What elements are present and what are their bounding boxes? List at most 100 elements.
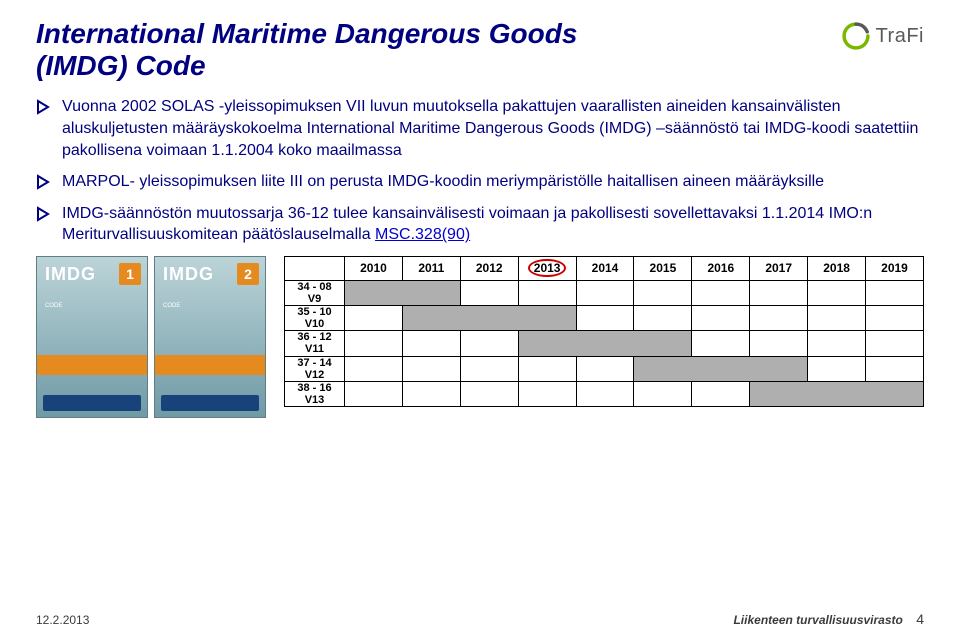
footer-date: 12.2.2013 <box>36 613 89 627</box>
timeline-empty-cell <box>460 381 518 406</box>
imdg-book-vol2: IMDG CODE 2 <box>154 256 266 418</box>
timeline-empty-cell <box>576 306 634 331</box>
timeline-row-label: 37 - 14V12 <box>285 356 345 381</box>
bullet-text: MARPOL- yleissopimuksen liite III on per… <box>62 171 824 193</box>
timeline-row: 34 - 08V9 <box>285 280 924 305</box>
timeline-empty-cell <box>576 356 634 381</box>
timeline-row: 36 - 12V11 <box>285 331 924 356</box>
timeline-empty-cell <box>692 331 750 356</box>
timeline-empty-cell <box>750 306 808 331</box>
timeline-empty-cell <box>866 280 924 305</box>
timeline-bar <box>402 306 576 331</box>
timeline-year-header: 2017 <box>750 256 808 280</box>
timeline-empty-cell <box>345 331 403 356</box>
timeline-row: 35 - 10V10 <box>285 306 924 331</box>
book-stripe <box>37 355 147 375</box>
timeline-row-label: 36 - 12V11 <box>285 331 345 356</box>
timeline-chart: 201020112012 2013 201420152016201720182019… <box>284 256 924 418</box>
timeline-year-header: 2016 <box>692 256 750 280</box>
timeline-empty-cell <box>750 280 808 305</box>
timeline-empty-cell <box>460 331 518 356</box>
book-sub: CODE <box>163 303 180 310</box>
book-covers: IMDG CODE 1 IMDG CODE 2 <box>36 256 266 418</box>
timeline-empty-cell <box>402 381 460 406</box>
timeline-row-label: 38 - 16V13 <box>285 381 345 406</box>
timeline-empty-cell <box>402 356 460 381</box>
timeline-empty-cell <box>345 356 403 381</box>
timeline-empty-cell <box>402 331 460 356</box>
timeline-empty-cell <box>808 356 866 381</box>
bullet-arrow-icon <box>36 174 52 190</box>
msc-link[interactable]: MSC.328(90) <box>375 226 470 243</box>
timeline-empty-cell <box>750 331 808 356</box>
timeline-empty-cell <box>345 381 403 406</box>
footer-right: Liikenteen turvallisuusvirasto 4 <box>733 611 924 627</box>
bullet-text: Vuonna 2002 SOLAS -yleissopimuksen VII l… <box>62 96 924 161</box>
timeline-empty-cell <box>634 280 692 305</box>
timeline-empty-cell <box>576 381 634 406</box>
timeline-empty-cell <box>808 306 866 331</box>
book-title: IMDG <box>163 265 214 283</box>
timeline-empty-cell <box>692 381 750 406</box>
timeline-bar <box>634 356 808 381</box>
timeline-year-header: 2014 <box>576 256 634 280</box>
timeline-empty-cell <box>866 331 924 356</box>
bullet-arrow-icon <box>36 206 52 222</box>
slide-footer: 12.2.2013 Liikenteen turvallisuusvirasto… <box>36 611 924 627</box>
timeline-year-header: 2015 <box>634 256 692 280</box>
timeline-header-row: 201020112012 2013 201420152016201720182019 <box>285 256 924 280</box>
timeline-table: 201020112012 2013 201420152016201720182019… <box>284 256 924 407</box>
footer-page-number: 4 <box>916 611 924 627</box>
book-title: IMDG <box>45 265 96 283</box>
book-stripe <box>155 355 265 375</box>
timeline-year-header: 2011 <box>402 256 460 280</box>
timeline-empty-cell <box>866 356 924 381</box>
bullet-text: IMDG-säännöstön muutossarja 36-12 tulee … <box>62 203 924 246</box>
circled-year: 2013 <box>528 259 567 277</box>
bullet-item: IMDG-säännöstön muutossarja 36-12 tulee … <box>36 203 924 246</box>
timeline-empty-cell <box>345 306 403 331</box>
timeline-empty-cell <box>808 280 866 305</box>
book-volume-badge: 2 <box>237 263 259 285</box>
timeline-empty-cell <box>692 280 750 305</box>
timeline-bar <box>345 280 461 305</box>
book-sub: CODE <box>45 303 62 310</box>
title-line1: International Maritime Dangerous Goods <box>36 18 577 49</box>
footer-brand: Liikenteen turvallisuusvirasto <box>733 613 902 627</box>
timeline-empty-cell <box>634 306 692 331</box>
timeline-year-header: 2012 <box>460 256 518 280</box>
timeline-corner-cell <box>285 256 345 280</box>
lower-row: IMDG CODE 1 IMDG CODE 2 201020112012 2013… <box>36 256 924 418</box>
timeline-year-header: 2013 <box>518 256 576 280</box>
timeline-empty-cell <box>866 306 924 331</box>
timeline-empty-cell <box>808 331 866 356</box>
slide-title: International Maritime Dangerous Goods (… <box>36 18 924 82</box>
timeline-row-label: 34 - 08V9 <box>285 280 345 305</box>
timeline-empty-cell <box>460 280 518 305</box>
trafi-logo: TraFi <box>842 22 924 50</box>
timeline-empty-cell <box>692 306 750 331</box>
timeline-row-label: 35 - 10V10 <box>285 306 345 331</box>
book-imo-bar <box>161 395 259 411</box>
title-line2: (IMDG) Code <box>36 50 206 81</box>
timeline-bar <box>750 381 924 406</box>
bullet-item: Vuonna 2002 SOLAS -yleissopimuksen VII l… <box>36 96 924 161</box>
imdg-book-vol1: IMDG CODE 1 <box>36 256 148 418</box>
timeline-year-header: 2019 <box>866 256 924 280</box>
timeline-empty-cell <box>518 280 576 305</box>
timeline-year-header: 2018 <box>808 256 866 280</box>
timeline-empty-cell <box>634 381 692 406</box>
timeline-empty-cell <box>518 381 576 406</box>
book-imo-bar <box>43 395 141 411</box>
timeline-year-header: 2010 <box>345 256 403 280</box>
timeline-empty-cell <box>518 356 576 381</box>
bullet-arrow-icon <box>36 99 52 115</box>
timeline-row: 37 - 14V12 <box>285 356 924 381</box>
timeline-empty-cell <box>460 356 518 381</box>
bullet-item: MARPOL- yleissopimuksen liite III on per… <box>36 171 924 193</box>
trafi-logo-text: TraFi <box>876 25 924 48</box>
timeline-bar <box>518 331 692 356</box>
trafi-logo-icon <box>842 22 870 50</box>
timeline-empty-cell <box>576 280 634 305</box>
book-volume-badge: 1 <box>119 263 141 285</box>
